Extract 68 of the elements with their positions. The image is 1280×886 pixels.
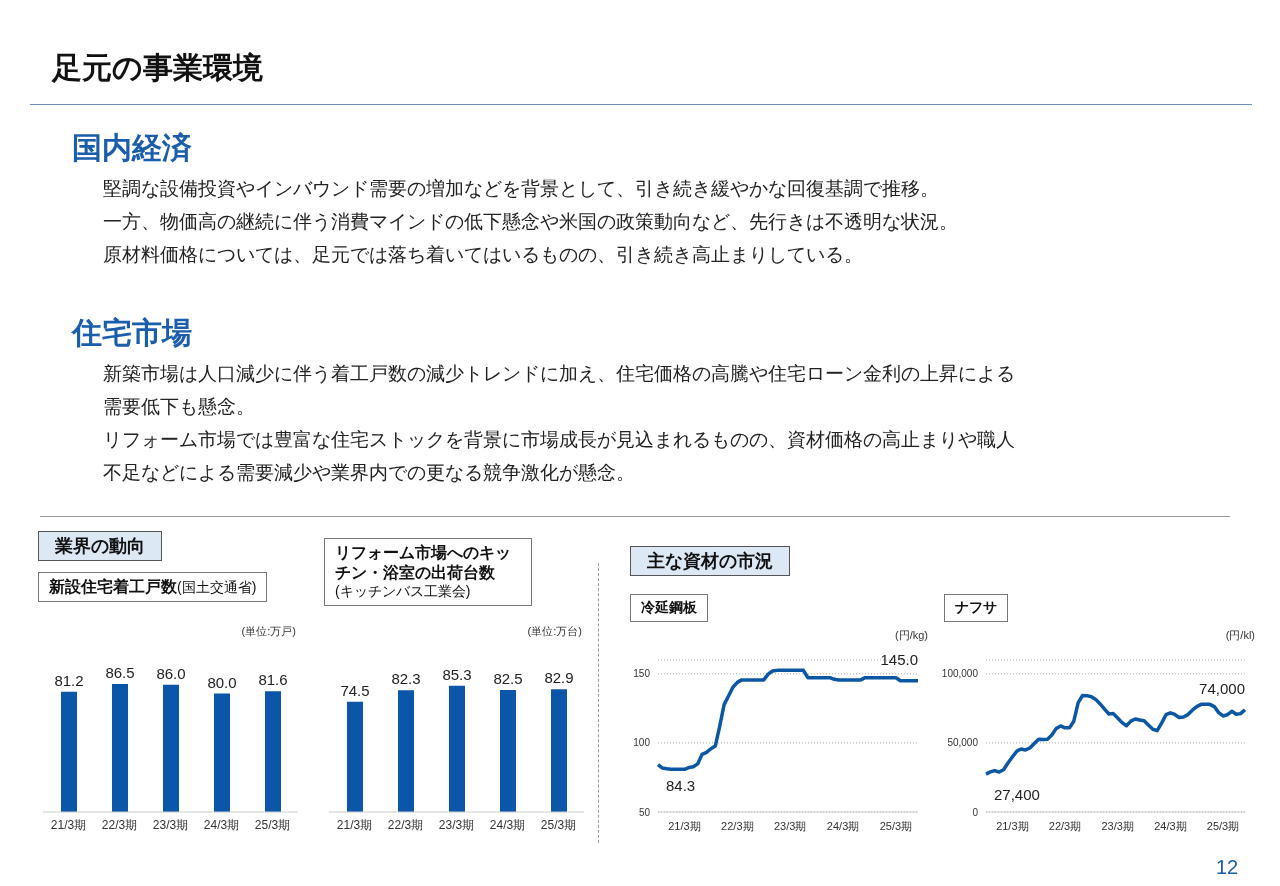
x-tick-label: 21/3期	[668, 820, 701, 832]
text: 足元の事業環境	[52, 50, 263, 86]
y-axis-title: (円/kg)	[895, 628, 928, 643]
data-label: 86.0	[156, 664, 186, 682]
data-label: 85.3	[442, 665, 472, 683]
x-tick-label: 24/3期	[203, 817, 240, 832]
y-tick-label: 0	[972, 806, 979, 818]
x-tick-label: 25/3期	[540, 817, 577, 832]
x-tick-label: 24/3期	[489, 817, 526, 832]
text: 不足などによる需要減少や業界内での更なる競争激化が懸念。	[103, 461, 635, 485]
x-tick-label: 22/3期	[387, 817, 424, 832]
bar	[500, 689, 516, 812]
chart-title: ナフサ	[944, 594, 1008, 622]
text: 12	[1216, 856, 1239, 879]
x-tick-label: 22/3期	[101, 817, 138, 832]
x-tick-label: 22/3期	[721, 820, 754, 832]
x-tick-label: 25/3期	[1206, 820, 1240, 832]
data-label: 81.2	[54, 671, 84, 689]
annotation: 27,400	[994, 786, 1040, 804]
chart-subtitle: (国土交通省)	[177, 579, 257, 595]
x-tick-label: 23/3期	[438, 817, 475, 832]
x-tick-label: 23/3期	[773, 820, 807, 832]
text: 住宅市場	[72, 315, 192, 351]
data-label: 80.0	[207, 673, 237, 691]
x-tick-label: 25/3期	[254, 817, 291, 832]
text: 堅調な設備投資やインバウンド需要の増加などを背景として、引き続き緩やかな回復基調で推移。	[103, 177, 939, 201]
bar	[398, 690, 414, 812]
line-series	[656, 668, 920, 772]
x-tick-label: 25/3期	[879, 820, 913, 832]
annotation: 145.0	[880, 650, 918, 668]
annotation: 84.3	[666, 776, 696, 794]
chart-title: 冷延鋼板	[630, 594, 708, 622]
x-tick-label: 21/3期	[336, 817, 373, 832]
y-tick-label: 50	[638, 806, 651, 818]
text: 一方、物価高の継続に伴う消費マインドの低下懸念や米国の政策動向など、先行きは不透明な状況。	[103, 210, 958, 234]
x-tick-label: 21/3期	[50, 817, 87, 832]
chart-subtitle: (キッチンバス工業会)	[335, 583, 472, 601]
y-axis-title: (円/kl)	[1225, 628, 1255, 643]
y-tick-label: 150	[633, 668, 651, 680]
text: リフォーム市場では豊富な住宅ストックを背景に市場成長が見込まれるものの、資材価格の高止まりや職人	[103, 428, 1015, 452]
data-label: 74.5	[340, 681, 370, 699]
data-label: 81.6	[258, 671, 288, 689]
text: 主な資材の市況	[630, 546, 790, 576]
bar	[449, 685, 465, 812]
data-label: 82.5	[493, 669, 523, 687]
annotation: 74,000	[1199, 679, 1245, 697]
text: 業界の動向	[38, 531, 162, 561]
x-tick-label: 24/3期	[826, 820, 860, 832]
chart-title: リフォーム市場へのキッチン・浴室の出荷台数	[335, 544, 511, 581]
text: 需要低下も懸念。	[103, 395, 255, 419]
bar	[551, 689, 567, 812]
text: 国内経済	[72, 130, 192, 166]
x-tick-label: 22/3期	[1048, 820, 1082, 832]
x-tick-label: 23/3期	[152, 817, 189, 832]
y-axis-title: (単位:万台)	[527, 624, 582, 639]
data-label: 82.3	[391, 670, 421, 688]
y-tick-label: 100	[633, 737, 651, 749]
y-axis-title: (単位:万戸)	[241, 624, 296, 639]
data-label: 86.5	[105, 663, 135, 681]
y-tick-label: 50,000	[947, 737, 979, 749]
bar	[347, 701, 363, 812]
x-tick-label: 24/3期	[1154, 820, 1187, 832]
x-tick-label: 21/3期	[996, 820, 1029, 832]
data-label: 82.9	[544, 669, 574, 687]
text: 原材料価格については、足元では落ち着いてはいるものの、引き続き高止まりしている。	[103, 243, 863, 267]
y-tick-label: 100,000	[941, 668, 979, 680]
x-tick-label: 23/3期	[1101, 820, 1134, 832]
text: 新築市場は人口減少に伴う着工戸数の減少トレンドに加え、住宅価格の高騰や住宅ローン金利の上昇による	[103, 362, 1015, 386]
